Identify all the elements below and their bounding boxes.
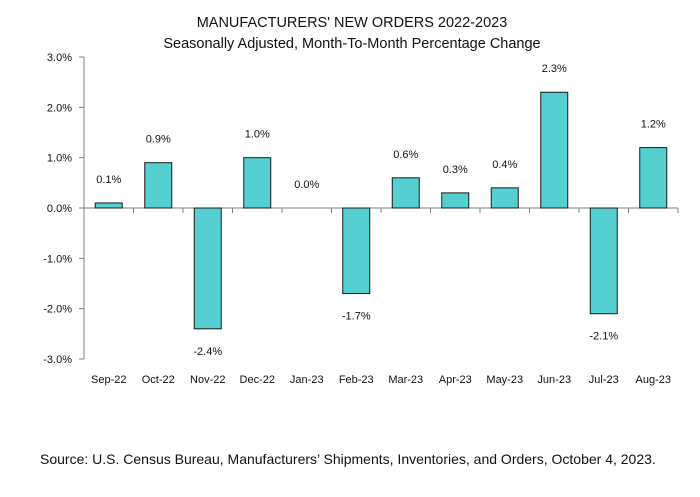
chart: MANUFACTURERS' NEW ORDERS 2022-2023 Seas… — [43, 15, 679, 386]
data-label: 1.0% — [245, 129, 270, 141]
data-labels: 0.1% 0.9% -2.4% 1.0% 0.0% -1.7% 0.6% 0.3% 0.4% 2.… — [96, 63, 666, 358]
bar — [391, 177, 420, 209]
y-tick-label: 3.0% — [47, 52, 72, 64]
data-label: 0.9% — [146, 134, 171, 146]
x-tick-label: Nov-22 — [190, 374, 225, 386]
bar — [490, 187, 519, 209]
x-tick-label: Apr-23 — [439, 374, 472, 386]
y-tick-label: -3.0% — [43, 354, 72, 366]
y-tick-label: -2.0% — [43, 304, 72, 316]
bar — [639, 147, 668, 209]
y-tick-label: 0.0% — [47, 203, 72, 215]
y-tick-label: 2.0% — [47, 102, 72, 114]
chart-title: MANUFACTURERS' NEW ORDERS 2022-2023 — [197, 15, 508, 31]
data-label: -2.1% — [589, 331, 618, 343]
x-tick-label: Sep-22 — [91, 374, 126, 386]
bar — [193, 207, 222, 330]
data-label: 1.2% — [641, 119, 666, 131]
x-tick-label: Feb-23 — [339, 374, 374, 386]
data-label: 0.4% — [492, 159, 517, 171]
axes: 3.0% 2.0% 1.0% 0.0% -1.0% -2.0% -3.0% Sep-22 Oct… — [43, 52, 679, 386]
data-label: 2.3% — [542, 63, 567, 75]
bar — [94, 202, 123, 209]
x-tick-label: Mar-23 — [388, 374, 423, 386]
x-tick-label: Jul-23 — [589, 374, 619, 386]
y-tick-label: 1.0% — [47, 153, 72, 165]
bars — [94, 91, 668, 330]
bar — [342, 207, 371, 295]
y-tick-label: -1.0% — [43, 253, 72, 265]
data-label: 0.1% — [96, 174, 121, 186]
data-label: -2.4% — [193, 346, 222, 358]
x-tick-label: Jan-23 — [290, 374, 324, 386]
source-note: Source: U.S. Census Bureau, Manufacturer… — [40, 451, 656, 467]
bar — [243, 157, 272, 209]
bar — [144, 162, 173, 209]
bar — [540, 91, 569, 209]
x-tick-label: Dec-22 — [240, 374, 275, 386]
data-label: -1.7% — [342, 311, 371, 323]
x-tick-label: Jun-23 — [537, 374, 571, 386]
data-label: 0.6% — [393, 149, 418, 161]
data-label: 0.3% — [443, 164, 468, 176]
x-tick-label: Aug-23 — [636, 374, 671, 386]
bar — [441, 192, 470, 209]
bar — [589, 207, 618, 315]
data-label: 0.0% — [294, 179, 319, 191]
chart-subtitle: Seasonally Adjusted, Month-To-Month Perc… — [163, 36, 540, 52]
x-tick-label: May-23 — [486, 374, 523, 386]
x-tick-label: Oct-22 — [142, 374, 175, 386]
